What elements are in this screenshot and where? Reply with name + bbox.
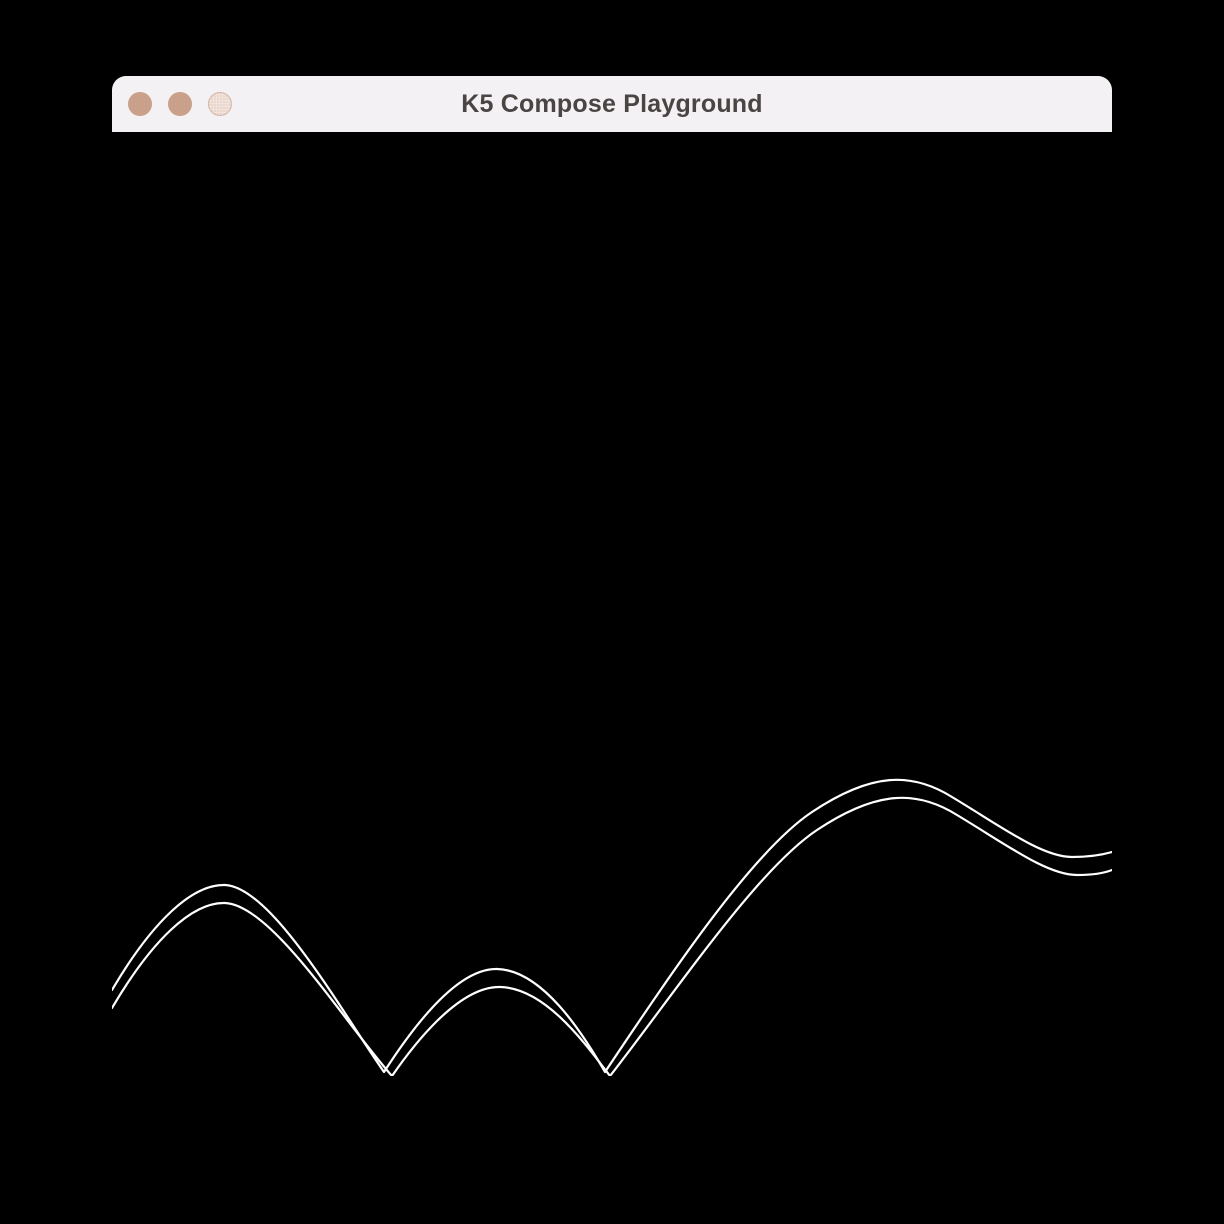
close-dot-icon[interactable] [128,92,152,116]
window-title: K5 Compose Playground [461,90,763,118]
title-bar[interactable]: K5 Compose Playground [112,76,1112,132]
wave-drawing [112,778,1112,1076]
wave-line-lower [112,796,1112,1076]
minimize-dot-icon[interactable] [168,92,192,116]
wave-line-upper [112,778,1112,1074]
app-window: K5 Compose Playground [112,76,1112,1076]
zoom-dot-icon[interactable] [208,92,232,116]
drawing-canvas[interactable] [112,132,1112,1076]
